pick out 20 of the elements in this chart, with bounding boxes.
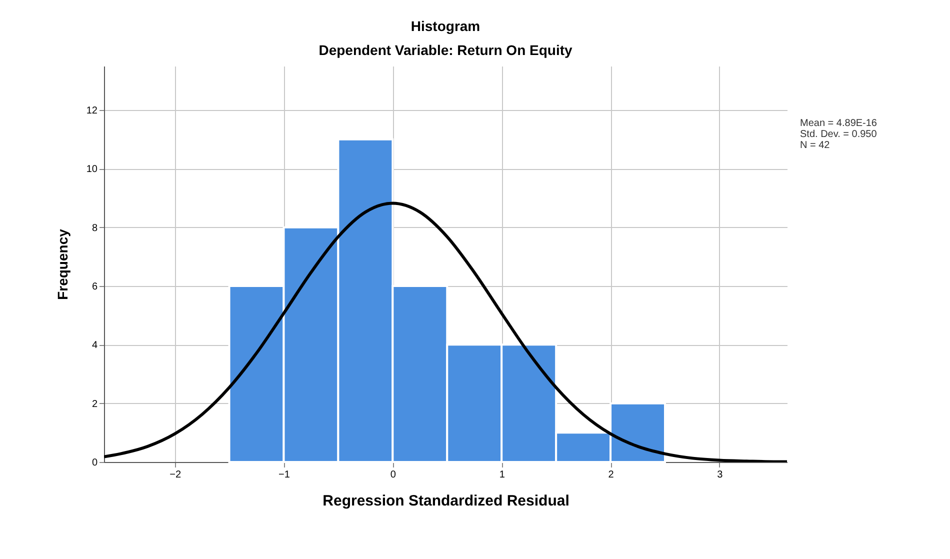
x-tick-label: 0 [390,470,396,480]
chart-subtitle: Dependent Variable: Return On Equity [318,42,573,58]
chart-title: Histogram [410,18,480,34]
y-tick-label: 4 [92,340,98,352]
x-tick-label: 3 [717,470,724,480]
y-tick-label: 2 [92,398,98,410]
text: N = 42 [800,140,831,151]
y-axis-title: Frequency [54,228,70,300]
text: Std. Dev. = 0.950 [800,129,877,140]
y-tick-label: 6 [92,282,98,292]
y-tick-label: 8 [92,222,98,234]
y-tick-label: 12 [86,106,98,116]
x-tick-label: −2 [170,470,182,480]
x-tick-label: 2 [608,470,614,480]
x-tick-label: 1 [499,470,506,480]
x-axis-title: Regression Standardized Residual [322,492,570,510]
text: Mean = 4.89E-16 [800,118,877,129]
y-tick-label: 0 [92,458,98,468]
x-tick-label: −1 [278,470,290,480]
y-tick-label: 10 [86,164,98,176]
